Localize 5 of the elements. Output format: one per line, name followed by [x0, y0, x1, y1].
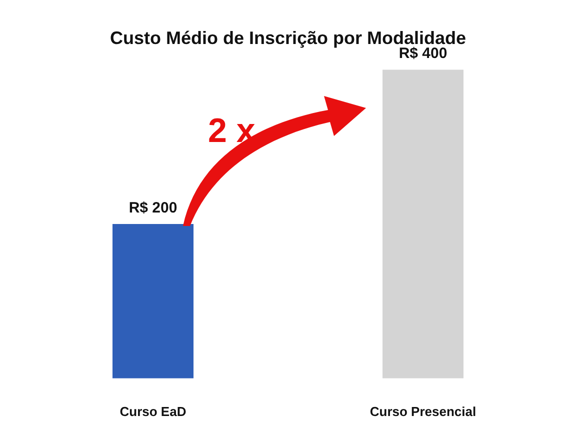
x-tick-label: Curso Presencial — [370, 404, 476, 419]
data-label: R$ 200 — [128, 200, 178, 217]
data-label: R$ 400 — [398, 45, 448, 62]
chart-title: Custo Médio de Inscrição por Modalidade — [110, 28, 466, 48]
x-tick-label: Curso EaD — [120, 404, 186, 419]
